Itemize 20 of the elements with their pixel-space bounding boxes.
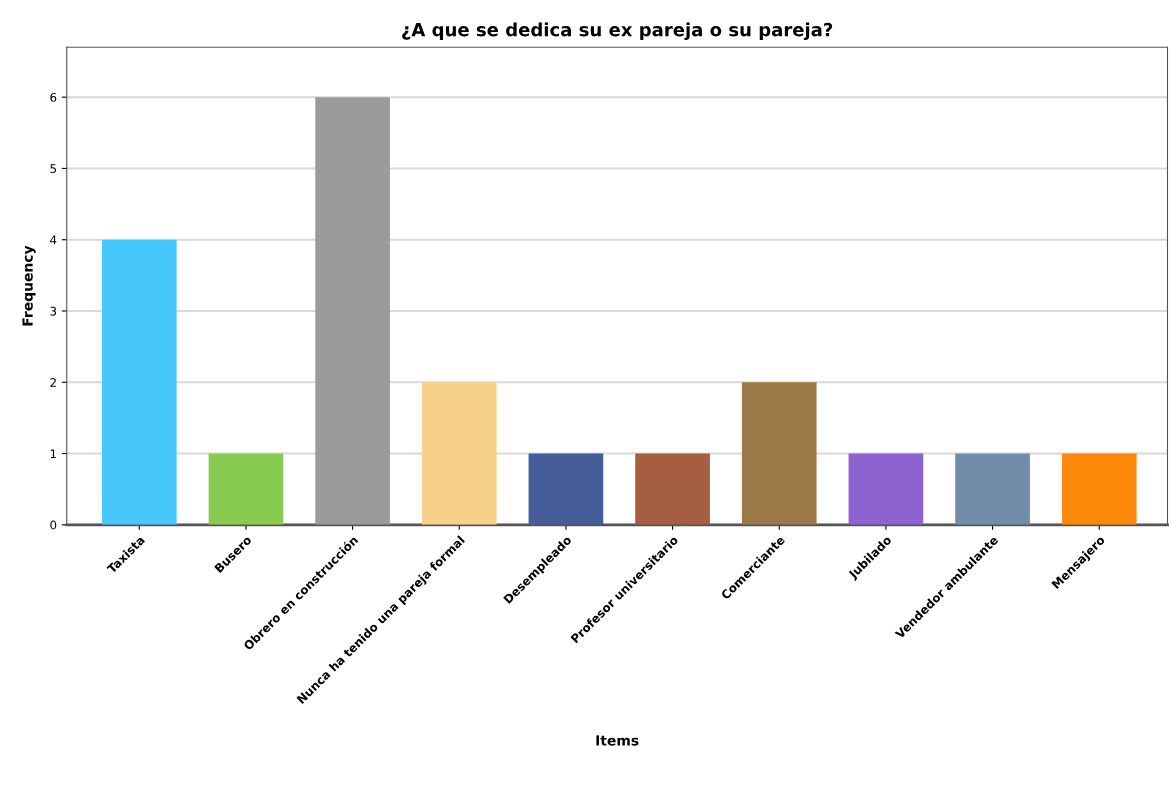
y-tick-label: 6 — [50, 92, 57, 102]
bar — [421, 382, 497, 525]
bar — [635, 453, 710, 525]
bar — [208, 453, 284, 525]
bar — [315, 97, 390, 525]
bar — [1061, 453, 1137, 525]
bar — [955, 453, 1030, 525]
x-axis-title: Items — [596, 735, 639, 746]
bar — [848, 453, 924, 525]
bar — [528, 453, 604, 525]
chart-title: ¿A que se dedica su ex pareja o su pareja? — [402, 22, 833, 41]
y-tick-label: 1 — [50, 449, 56, 459]
y-tick-label: 5 — [50, 164, 56, 174]
bar — [741, 382, 817, 525]
y-tick-label: 3 — [50, 306, 57, 316]
y-tick-label: 2 — [50, 377, 56, 387]
y-tick-label: 4 — [50, 235, 57, 245]
bar — [101, 239, 177, 525]
y-tick-label: 0 — [50, 520, 57, 530]
y-axis-title: Frequency — [22, 245, 36, 326]
